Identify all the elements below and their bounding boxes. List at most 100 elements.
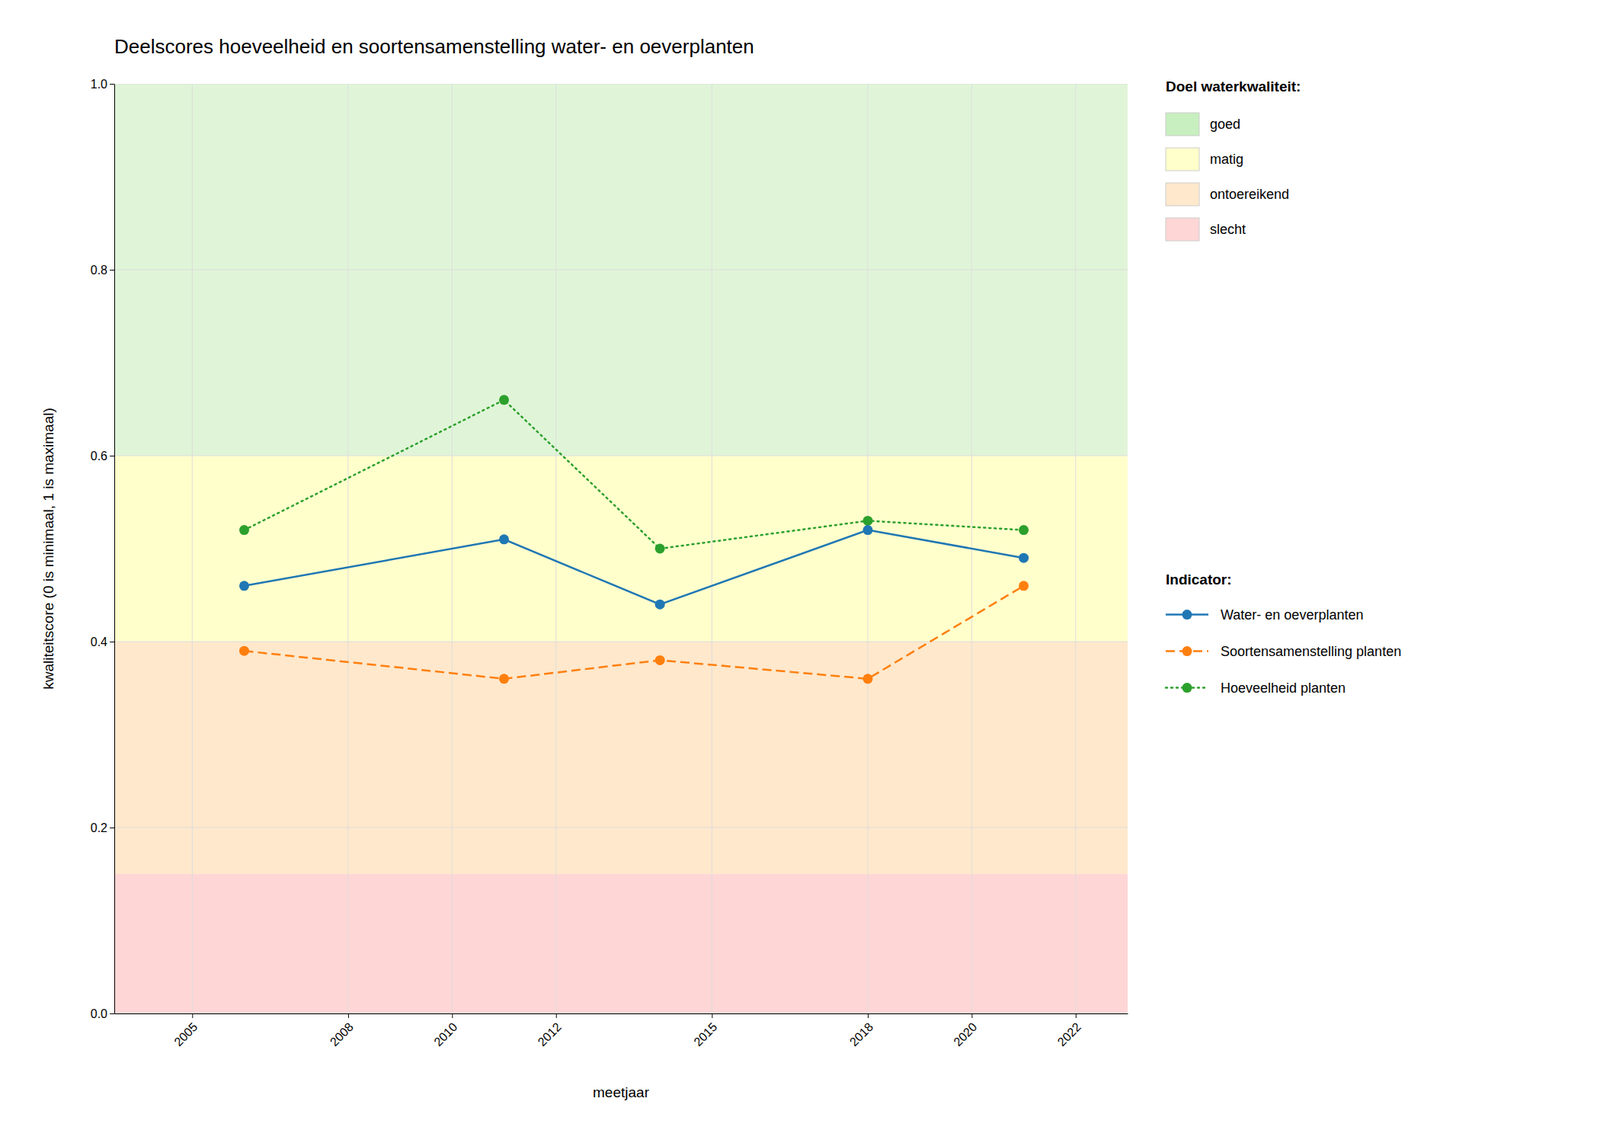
x-tick-label: 2010 [431,1020,460,1049]
legend: Doel waterkwaliteit:goedmatigontoereiken… [1165,78,1301,241]
x-tick-mark [1075,1013,1077,1018]
grid-line [114,83,1128,85]
y-axis-title: kwaliteitscore (0 is minimaal, 1 is maxi… [40,407,57,690]
grid-line [114,455,1128,457]
point [655,544,666,554]
chart: 200520082010201220152018202020220.00.20.… [0,0,1600,1143]
point [655,599,666,610]
legend-item: Hoeveelheid planten [1165,680,1346,696]
grid-line [711,83,713,1014]
y-tick-mark [109,455,115,457]
point [1018,553,1029,564]
grid-line [114,1013,1128,1015]
y-tick-label: 0.0 [90,1007,108,1021]
band [114,83,1128,456]
x-tick: 2012 [535,1013,564,1049]
x-tick: 2018 [847,1013,876,1049]
x-tick-mark [348,1013,349,1018]
series [239,580,1029,684]
x-tick-label: 2005 [171,1020,200,1049]
y-tick-mark [109,269,115,271]
grid [114,83,1128,1014]
title: Deelscores hoeveelheid en soortensamenst… [114,35,755,58]
point [1018,580,1029,591]
band [114,455,1128,642]
x-tick-mark [192,1013,193,1018]
x-tick-label: 2020 [950,1020,980,1049]
y-tick: 0.4 [90,635,115,649]
point [1018,524,1029,535]
point [239,580,250,591]
y-tick-mark [109,641,115,643]
x-tick-label: 2012 [535,1020,564,1049]
x-axis-title: meetjaar [592,1084,650,1101]
legend-swatch [1165,217,1200,241]
band [114,873,1128,1014]
y-tick: 0.6 [90,449,115,463]
point [862,673,873,684]
point [862,524,873,535]
grid-line [867,83,868,1014]
point [499,673,509,684]
legend-swatch [1165,182,1200,206]
series-line [244,585,1024,679]
y-tick-mark [109,83,115,85]
y-tick-label: 0.4 [90,635,108,649]
grid-line [1075,83,1076,1014]
x-tick-label: 2018 [847,1020,876,1049]
legend-label: matig [1209,151,1244,167]
grid-line [555,83,557,1014]
x-axis-line [115,1013,1129,1015]
grid-line [114,269,1128,271]
legend-item: Soortensamenstelling planten [1165,643,1402,660]
x-tick: 2020 [950,1013,980,1049]
legend-item: matig [1165,147,1244,171]
y-tick: 1.0 [90,77,115,91]
legend-item: goed [1165,112,1241,136]
x-tick-label: 2015 [691,1020,720,1049]
y-tick-mark [109,827,115,829]
x-tick-mark [451,1013,453,1018]
legend-title: Indicator: [1165,571,1232,588]
x-tick: 2008 [327,1013,356,1049]
y-tick: 0.2 [90,821,115,835]
legend-label: Hoeveelheid planten [1220,680,1346,696]
point [499,394,509,405]
legend-marker [1182,646,1193,656]
y-axis: 0.0 0.2 0.4 0.6 0.8 1.0 [90,77,116,1021]
legend-marker [1182,682,1193,693]
point [239,524,250,535]
legend-label: slecht [1209,221,1246,237]
legend-item: ontoereikend [1165,182,1290,206]
grid-line [192,83,193,1014]
plot: 200520082010201220152018202020220.00.20.… [40,77,1129,1101]
point [655,655,666,666]
y-tick-label: 0.2 [90,821,108,835]
x-tick: 2005 [171,1013,200,1049]
legend-marker [1182,609,1193,620]
y-tick-label: 0.6 [90,449,108,463]
legend-item: Water- en oeverplanten [1165,607,1364,623]
series [239,394,1029,554]
legend: Indicator: Water- en oeverplanten Soortens… [1165,571,1402,696]
series-line [244,530,1024,605]
bands [114,83,1128,1014]
grid-line [114,827,1128,829]
legend-item: slecht [1165,217,1246,241]
x-axis: 20052008201020122015201820202022 [115,1013,1129,1049]
y-axis-line [114,84,116,1015]
point [862,515,873,526]
series-line [244,400,1024,549]
x-tick: 2015 [691,1013,720,1049]
legend-label: goed [1209,116,1241,132]
grid-line [347,83,349,1014]
x-tick: 2010 [431,1013,460,1049]
x-tick-mark [971,1013,973,1018]
y-tick-label: 1.0 [90,77,108,91]
legend-swatch [1165,112,1200,136]
x-tick-mark [711,1013,713,1018]
y-tick-label: 0.8 [90,263,108,277]
y-tick-mark [109,1013,115,1015]
x-tick-mark [556,1013,557,1018]
point [499,534,509,544]
